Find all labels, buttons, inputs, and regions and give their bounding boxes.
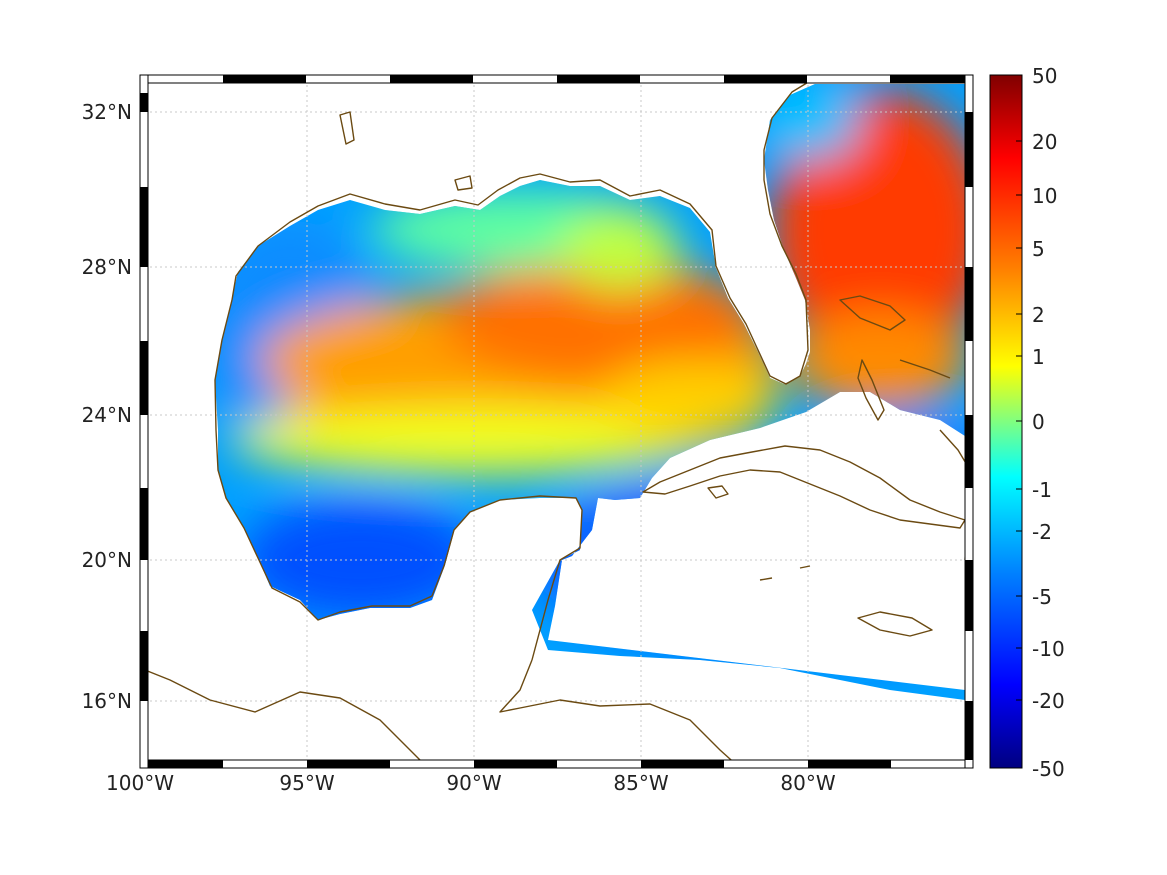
longitude-labels: 100°W 95°W 90°W 85°W 80°W xyxy=(106,771,836,795)
map-frame xyxy=(139,74,974,769)
lat-label-16n: 16°N xyxy=(82,689,132,713)
lat-label-20n: 20°N xyxy=(82,548,132,572)
coastlines xyxy=(140,77,971,768)
lon-label-100w: 100°W xyxy=(106,771,174,795)
colorbar-label-1: 1 xyxy=(1032,345,1045,369)
lat-label-28n: 28°N xyxy=(82,255,132,279)
colorbar-label-minus-20: -20 xyxy=(1032,689,1065,713)
colorbar-label-minus-50: -50 xyxy=(1032,757,1065,781)
colorbar-label-20: 20 xyxy=(1032,130,1057,154)
lat-label-24n: 24°N xyxy=(82,403,132,427)
colorbar-label-10: 10 xyxy=(1032,184,1057,208)
colorbar-ticks xyxy=(1016,140,1022,701)
lat-label-32n: 32°N xyxy=(82,100,132,124)
colorbar-label-2: 2 xyxy=(1032,303,1045,327)
colorbar-labels: 50 20 10 5 2 1 0 -1 -2 -5 -10 -20 -50 xyxy=(1032,64,1065,781)
lon-label-90w: 90°W xyxy=(446,771,501,795)
lon-label-80w: 80°W xyxy=(780,771,835,795)
lon-label-85w: 85°W xyxy=(613,771,668,795)
lon-label-95w: 95°W xyxy=(279,771,334,795)
colorbar-label-minus-1: -1 xyxy=(1032,478,1052,502)
colorbar-label-50: 50 xyxy=(1032,64,1057,88)
colorbar-label-5: 5 xyxy=(1032,237,1045,261)
colorbar-label-minus-5: -5 xyxy=(1032,585,1052,609)
latitude-labels: 32°N 28°N 24°N 20°N 16°N xyxy=(82,100,132,713)
colorbar-label-0: 0 xyxy=(1032,410,1045,434)
colorbar-label-minus-2: -2 xyxy=(1032,520,1052,544)
colorbar: 50 20 10 5 2 1 0 -1 -2 -5 -10 -20 -50 xyxy=(989,64,1065,781)
colorbar-label-minus-10: -10 xyxy=(1032,637,1065,661)
